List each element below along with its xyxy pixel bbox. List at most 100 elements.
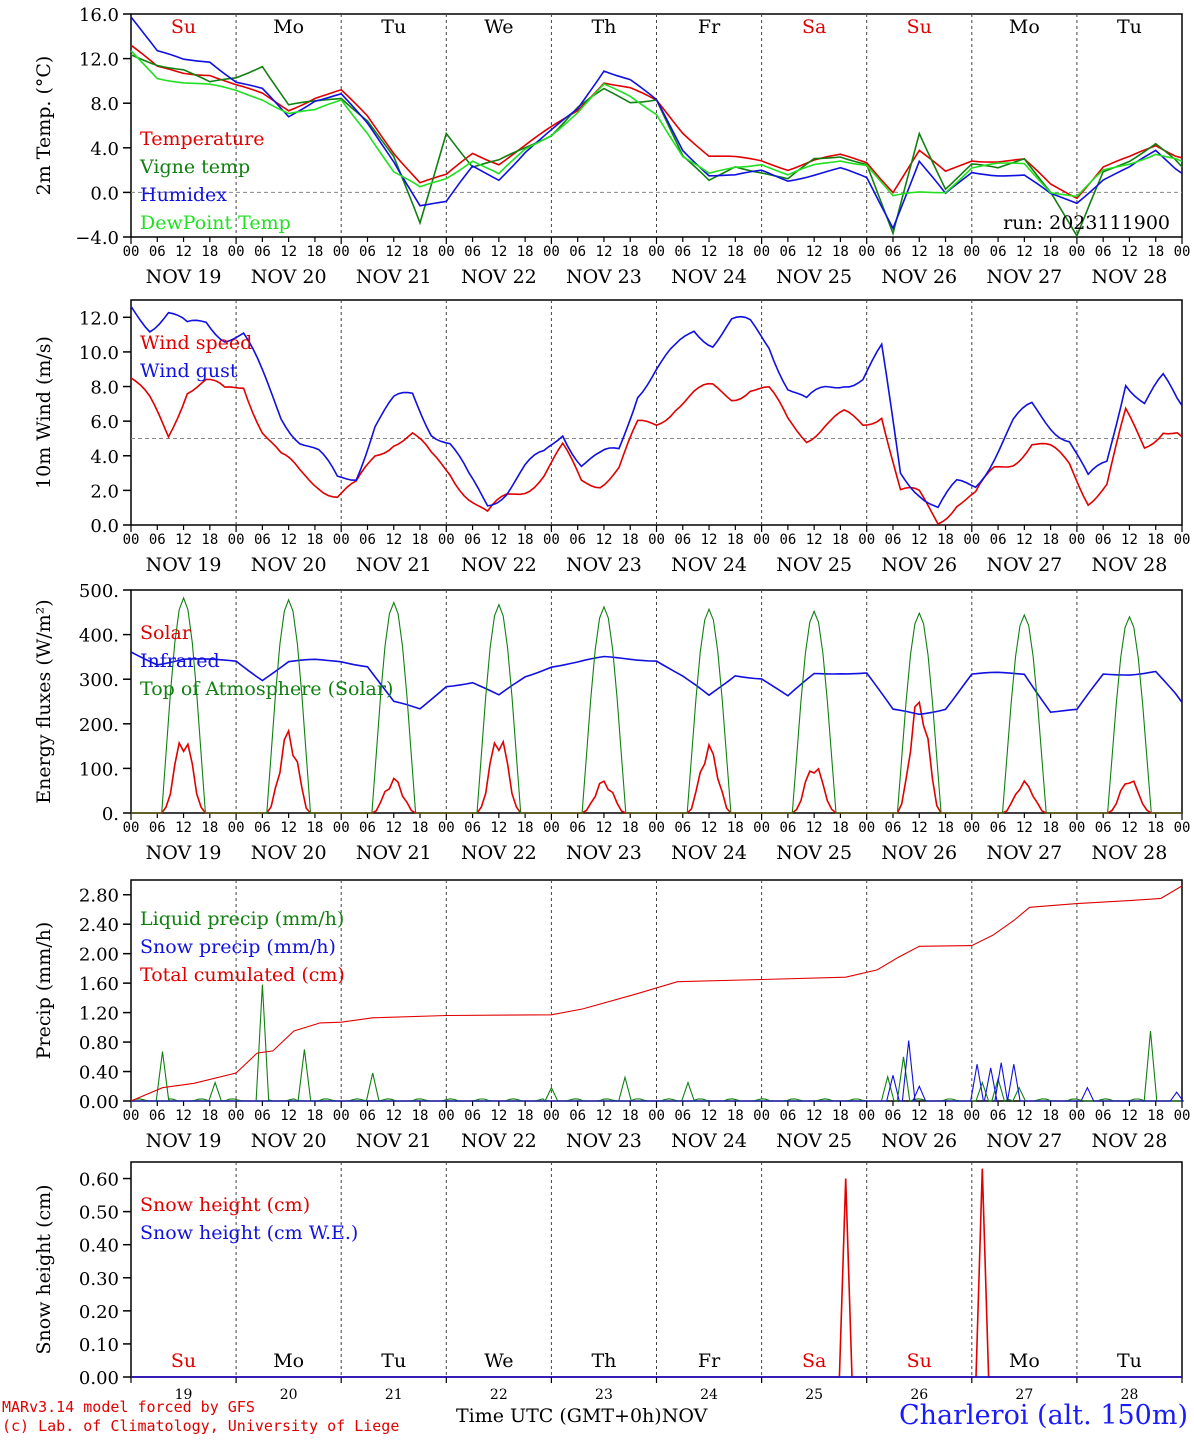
x-tick-label: 18 xyxy=(622,820,639,836)
run-annotation: run: 2023111900 xyxy=(1003,212,1170,234)
legend-entry: DewPoint Temp xyxy=(140,212,291,234)
x-tick-label: 06 xyxy=(149,532,166,548)
x-tick-label: 00 xyxy=(753,532,770,548)
x-tick-label: 12 xyxy=(911,1108,928,1124)
day-label: NOV 28 xyxy=(1092,842,1168,864)
y-tick-label: 0.40 xyxy=(79,1236,119,1257)
series-line-snow-precip-mm-h- xyxy=(131,1040,1185,1102)
x-tick-label: 00 xyxy=(963,820,980,836)
day-label: NOV 27 xyxy=(986,266,1062,288)
day-number-label: 21 xyxy=(385,1387,403,1400)
station-name: Charleroi (alt. 150m) xyxy=(899,1400,1188,1431)
x-tick-label: 12 xyxy=(1016,532,1033,548)
x-tick-label: 06 xyxy=(1095,244,1112,260)
x-tick-label: 12 xyxy=(490,532,507,548)
x-tick-label: 00 xyxy=(858,244,875,260)
x-tick-label: 00 xyxy=(438,532,455,548)
x-tick-label: 18 xyxy=(1042,244,1059,260)
x-tick-label: 12 xyxy=(175,532,192,548)
weekday-label: Sa xyxy=(802,1350,826,1372)
day-label: NOV 21 xyxy=(356,842,432,864)
y-tick-label: 0.40 xyxy=(79,1063,119,1084)
x-tick-label: 00 xyxy=(543,244,560,260)
day-label: NOV 23 xyxy=(566,1130,642,1152)
day-label: NOV 26 xyxy=(881,1130,957,1152)
day-label: NOV 24 xyxy=(671,554,747,576)
legend-entry: Temperature xyxy=(140,128,264,150)
x-tick-label: 06 xyxy=(674,244,691,260)
x-tick-label: 06 xyxy=(885,820,902,836)
day-number-label: 27 xyxy=(1015,1387,1033,1400)
legend-entry: Snow height (cm) xyxy=(140,1194,310,1216)
x-tick-label: 00 xyxy=(648,820,665,836)
x-tick-label: 06 xyxy=(885,1108,902,1124)
panel-5 xyxy=(123,1161,1183,1383)
x-tick-label: 18 xyxy=(937,820,954,836)
day-label: NOV 25 xyxy=(776,554,852,576)
day-label: NOV 28 xyxy=(1092,554,1168,576)
x-tick-label: 06 xyxy=(359,532,376,548)
x-tick-label: 00 xyxy=(963,244,980,260)
x-tick-label: 12 xyxy=(911,532,928,548)
day-label: NOV 22 xyxy=(461,842,537,864)
x-tick-label: 18 xyxy=(306,532,323,548)
x-tick-label: 00 xyxy=(858,1108,875,1124)
day-number-label: 22 xyxy=(490,1387,508,1400)
day-label: NOV 21 xyxy=(356,266,432,288)
day-label: NOV 25 xyxy=(776,842,852,864)
y-tick-label: 300. xyxy=(79,670,119,691)
plot-frame xyxy=(130,589,1183,814)
day-label: NOV 20 xyxy=(251,554,327,576)
day-label: NOV 21 xyxy=(356,1130,432,1152)
weekday-label: Mo xyxy=(1009,1350,1040,1372)
x-tick-label: 12 xyxy=(701,532,718,548)
y-tick-label: 4.0 xyxy=(90,139,119,160)
day-label: NOV 28 xyxy=(1092,266,1168,288)
weekday-label: Tu xyxy=(381,16,406,38)
panel-4 xyxy=(123,879,1185,1108)
x-tick-label: 06 xyxy=(1095,532,1112,548)
x-axis-title-text: Time UTC (GMT+0h) xyxy=(456,1405,662,1427)
x-tick-label: 06 xyxy=(254,1108,271,1124)
weekday-label: Tu xyxy=(1117,1350,1142,1372)
day-label: NOV 23 xyxy=(566,842,642,864)
y-tick-label: 0.0 xyxy=(90,183,119,204)
day-label: NOV 27 xyxy=(986,1130,1062,1152)
x-tick-label: 06 xyxy=(254,820,271,836)
day-label: NOV 19 xyxy=(146,554,222,576)
day-label: NOV 26 xyxy=(881,266,957,288)
x-tick-label: 06 xyxy=(674,820,691,836)
x-tick-label: 00 xyxy=(438,244,455,260)
day-label: NOV 27 xyxy=(986,842,1062,864)
day-label: NOV 27 xyxy=(986,554,1062,576)
x-tick-label: 12 xyxy=(1121,532,1138,548)
y-tick-label: 0.30 xyxy=(79,1269,119,1290)
x-tick-label: 18 xyxy=(412,820,429,836)
x-tick-label: 18 xyxy=(201,244,218,260)
x-tick-label: 06 xyxy=(990,532,1007,548)
y-tick-label: 2.0 xyxy=(90,481,119,502)
x-tick-label: 00 xyxy=(858,532,875,548)
x-tick-label: 12 xyxy=(490,1108,507,1124)
x-tick-label: 06 xyxy=(464,820,481,836)
x-tick-label: 00 xyxy=(438,1108,455,1124)
day-label: NOV 22 xyxy=(461,266,537,288)
x-tick-label: 06 xyxy=(149,820,166,836)
legend-entry: Solar xyxy=(140,622,192,644)
day-label: NOV 25 xyxy=(776,1130,852,1152)
credit-line-2: (c) Lab. of Climatology, University of L… xyxy=(2,1417,400,1435)
x-tick-label: 18 xyxy=(937,532,954,548)
meteogram: −4.0 0.0 4.0 8.0 12.0 16.0 2m Temp. (°C) 00 06 12… xyxy=(33,5,1190,1400)
day-number-label: 28 xyxy=(1121,1387,1139,1400)
y-tick-label: 1.60 xyxy=(79,974,119,995)
x-tick-label: 18 xyxy=(1147,820,1164,836)
legend-entry: Top of Atmosphere (Solar) xyxy=(140,678,393,700)
legend-entry: Snow precip (mm/h) xyxy=(140,936,336,958)
x-tick-label: 06 xyxy=(990,1108,1007,1124)
x-tick-label: 18 xyxy=(1147,244,1164,260)
series-line-dewpoint-temp xyxy=(130,50,1183,198)
x-tick-label: 00 xyxy=(648,532,665,548)
x-tick-label: 18 xyxy=(832,820,849,836)
x-tick-label: 06 xyxy=(779,244,796,260)
weekday-label: We xyxy=(484,1350,513,1372)
